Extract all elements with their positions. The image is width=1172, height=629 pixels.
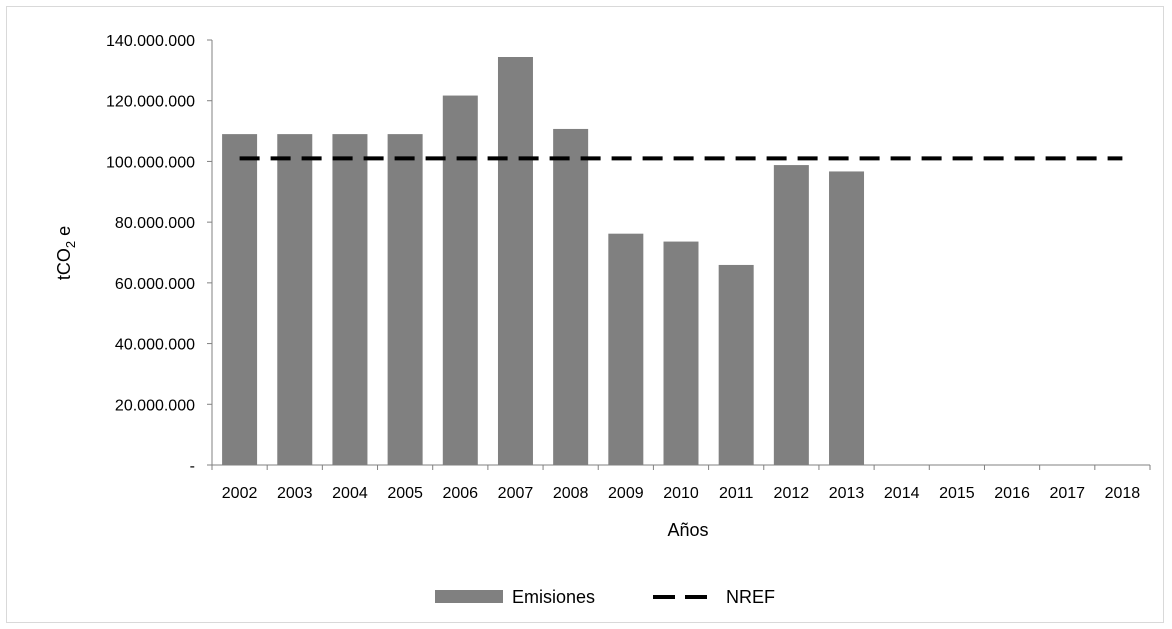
x-tick-label: 2011 (719, 485, 754, 502)
y-tick-label: 120.000.000 (106, 94, 195, 111)
x-tick-label: 2017 (1049, 485, 1085, 502)
bar-emisiones-2012 (773, 165, 809, 466)
x-tick-label: 2007 (498, 485, 534, 502)
x-tick-label: 2004 (332, 485, 368, 502)
bar-emisiones-2005 (387, 134, 423, 465)
bar-emisiones-2004 (332, 134, 368, 465)
bar-emisiones-2011 (718, 264, 754, 465)
legend-label-emisiones: Emisiones (512, 587, 595, 607)
x-tick-label: 2013 (829, 485, 865, 502)
x-tick-label: 2012 (774, 485, 810, 502)
y-tick-label: 80.000.000 (115, 215, 195, 232)
y-axis-title-tail: e (54, 226, 74, 241)
x-tick-label: 2002 (222, 485, 258, 502)
bar-emisiones-2002 (222, 134, 258, 465)
y-axis: - 20.000.000 40.000.000 60.000.000 80.000.00… (106, 33, 213, 475)
x-tick-label: 2009 (608, 485, 644, 502)
y-tick-label: 40.000.000 (115, 337, 195, 354)
y-tick-label: 140.000.000 (106, 33, 195, 50)
y-axis-title-main: tCO (54, 248, 74, 280)
bar-emisiones-2007 (497, 57, 533, 465)
x-tick-label: 2005 (387, 485, 423, 502)
x-tick-label: 2008 (553, 485, 589, 502)
bar-emisiones-2010 (663, 241, 699, 465)
x-axis-title: Años (667, 520, 708, 540)
bar-emisiones-2003 (277, 134, 313, 465)
x-axis: 2002 2003 2004 2005 2006 2007 2008 2009 2010 2011… (211, 464, 1151, 502)
legend: Emisiones NREF (435, 587, 775, 607)
bar-emisiones-2013 (829, 171, 865, 466)
x-tick-label: 2018 (1105, 485, 1141, 502)
x-ticks: 2002 2003 2004 2005 2006 2007 2008 2009 2010 2011… (211, 465, 1151, 502)
y-ticks: - 20.000.000 40.000.000 60.000.000 80.000.00… (106, 33, 212, 475)
bar-emisiones-2008 (553, 128, 589, 466)
bar-emisiones-2009 (608, 233, 644, 465)
x-tick-label: 2014 (884, 485, 920, 502)
y-tick-label: - (190, 458, 195, 475)
x-tick-label: 2010 (663, 485, 699, 502)
bar-emisiones-2006 (442, 95, 478, 465)
y-axis-title-subscript: 2 (63, 241, 78, 248)
x-tick-label: 2016 (994, 485, 1030, 502)
legend-label-nref: NREF (726, 587, 775, 607)
y-tick-label: 20.000.000 (115, 397, 195, 414)
x-tick-label: 2003 (277, 485, 313, 502)
x-tick-label: 2006 (442, 485, 478, 502)
x-tick-label: 2015 (939, 485, 975, 502)
y-axis-title: tCO2 e (54, 226, 78, 280)
bars-emisiones (222, 57, 865, 466)
y-tick-label: 100.000.000 (106, 154, 195, 171)
legend-swatch-emisiones (435, 590, 503, 603)
y-tick-label: 60.000.000 (115, 276, 195, 293)
